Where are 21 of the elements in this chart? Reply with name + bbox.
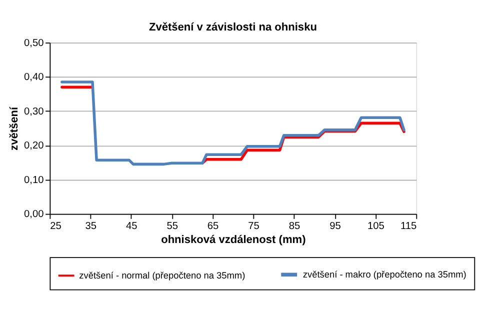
x-tick-label: 25 [50, 221, 62, 232]
y-tick-label: 0,20 [24, 140, 44, 152]
x-tick-label: 75 [248, 221, 260, 232]
legend-label: zvětšení - makro (přepočteno na 35mm) [302, 269, 466, 280]
y-axis-title: zvětšení [8, 106, 21, 150]
x-axis-title: ohnisková vzdálenost (mm) [161, 234, 306, 246]
x-tick-label: 115 [400, 221, 418, 232]
x-tick-label: 35 [85, 221, 97, 232]
y-tick-label: 0,50 [24, 38, 44, 49]
legend-label: zvětšení - normal (přepočteno na 35mm) [79, 270, 246, 280]
y-tick-label: 0,30 [24, 106, 44, 118]
x-tick-label: 55 [166, 221, 178, 232]
x-tick-label: 85 [288, 221, 300, 232]
y-tick-label: 0,10 [24, 174, 44, 186]
chart-title: Zvětšení v závislosti na ohnisku [148, 22, 318, 34]
x-tick-label: 65 [207, 221, 220, 232]
x-tick-label: 95 [330, 221, 342, 232]
x-tick-label: 45 [126, 221, 138, 232]
x-tick-label: 105 [367, 221, 385, 232]
y-tick-label: 0,00 [24, 209, 44, 220]
y-tick-label: 0,40 [24, 72, 44, 84]
